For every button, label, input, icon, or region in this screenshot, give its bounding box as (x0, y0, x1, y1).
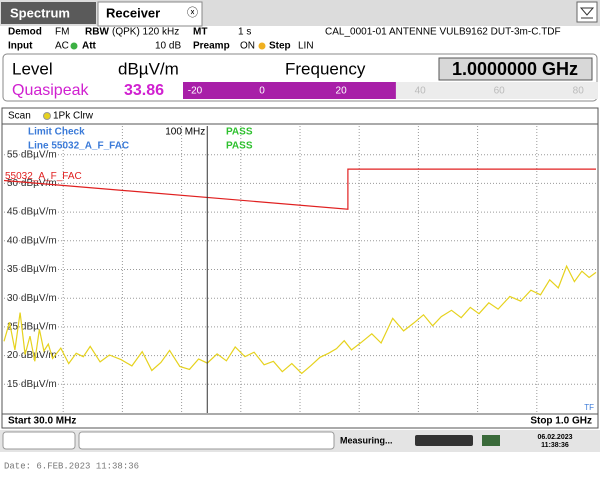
detector: Quasipeak (12, 82, 89, 99)
header-label: MT (193, 27, 207, 38)
limit-line-label: 55032_A_F_FAC (5, 171, 82, 182)
y-tick-label: 55 dBµV/m (7, 149, 57, 160)
y-tick-label: 50 dBµV/m (7, 178, 57, 189)
readout-unit: dBµV/m (118, 59, 179, 78)
frequency-value[interactable]: 1.0000000 GHz (452, 59, 578, 79)
corner-label: TF (584, 403, 594, 412)
tab-close[interactable]: ⓧ (187, 6, 198, 19)
start-label: Start 30.0 MHz (8, 416, 76, 427)
status-icon (482, 435, 500, 446)
y-tick-label: 40 dBµV/m (7, 235, 57, 246)
header-label: RBW (85, 27, 109, 38)
trace (3, 168, 596, 210)
transducer: CAL_0001-01 ANTENNE VULB9162 DUT-3m-C.TD… (325, 27, 561, 38)
readout-label: Frequency (285, 59, 366, 78)
progress-bar (415, 435, 473, 446)
y-tick-label: 45 dBµV/m (7, 207, 57, 218)
y-tick-label: 25 dBµV/m (7, 322, 57, 333)
header-label: Input (8, 41, 33, 52)
bar-tick-label: 0 (259, 86, 265, 97)
level-bar (183, 82, 396, 99)
header-value: 1 s (238, 27, 251, 38)
footer: Date: 6.FEB.2023 11:38:36 (4, 461, 139, 471)
legend-entry: 1Pk Clrw (53, 111, 94, 122)
bar-tick-label: -20 (188, 86, 203, 97)
limit-check-result: PASS (226, 127, 253, 138)
header-value: (QPK) 120 kHz (112, 27, 179, 38)
status-time: 11:38:36 (541, 442, 569, 449)
header-value: LIN (298, 41, 314, 52)
tab-label[interactable]: Receiver (106, 5, 160, 20)
bar-tick-label: 80 (573, 86, 585, 97)
header-value: ON (240, 41, 255, 52)
level-value: 33.86 (124, 82, 164, 99)
header-label: Demod (8, 27, 42, 38)
tab-label[interactable]: Spectrum (10, 5, 70, 20)
y-tick-label: 35 dBµV/m (7, 264, 57, 275)
status-date: 06.02.2023 (537, 434, 572, 441)
y-tick-label: 30 dBµV/m (7, 293, 57, 304)
marker-label: 100 MHz (165, 127, 205, 138)
header-value: AC (55, 41, 69, 52)
stop-label: Stop 1.0 GHz (530, 416, 592, 427)
y-tick-label: 20 dBµV/m (7, 350, 57, 361)
limit-line-name: Line 55032_A_F_FAC (28, 141, 129, 152)
scan-label: Scan (8, 111, 31, 122)
spectrum-tab[interactable] (1, 2, 96, 24)
header-label: Preamp (193, 41, 230, 52)
header-value: FM (55, 27, 69, 38)
header-label: Att (82, 41, 97, 52)
status-dot (258, 42, 266, 50)
y-tick-label: 15 dBµV/m (7, 379, 57, 390)
bar-tick-label: 40 (415, 86, 427, 97)
menu-button[interactable] (576, 1, 598, 23)
menu-icon (579, 7, 595, 19)
status-field (2, 431, 76, 450)
header-value: 10 dB (155, 41, 181, 52)
receiver-tab[interactable] (97, 1, 203, 27)
frequency-box[interactable] (438, 57, 593, 81)
status-text: Measuring... (340, 435, 393, 445)
trace (3, 264, 597, 375)
readout-label: Level (12, 59, 53, 78)
header-label: Step (269, 41, 291, 52)
status-field (78, 431, 335, 450)
bar-tick-label: 20 (336, 86, 348, 97)
status-dot (70, 42, 78, 50)
limit-line-result: PASS (226, 141, 253, 152)
bar-tick-label: 60 (494, 86, 506, 97)
limit-check-title: Limit Check (28, 127, 85, 138)
legend-swatch (43, 112, 51, 120)
